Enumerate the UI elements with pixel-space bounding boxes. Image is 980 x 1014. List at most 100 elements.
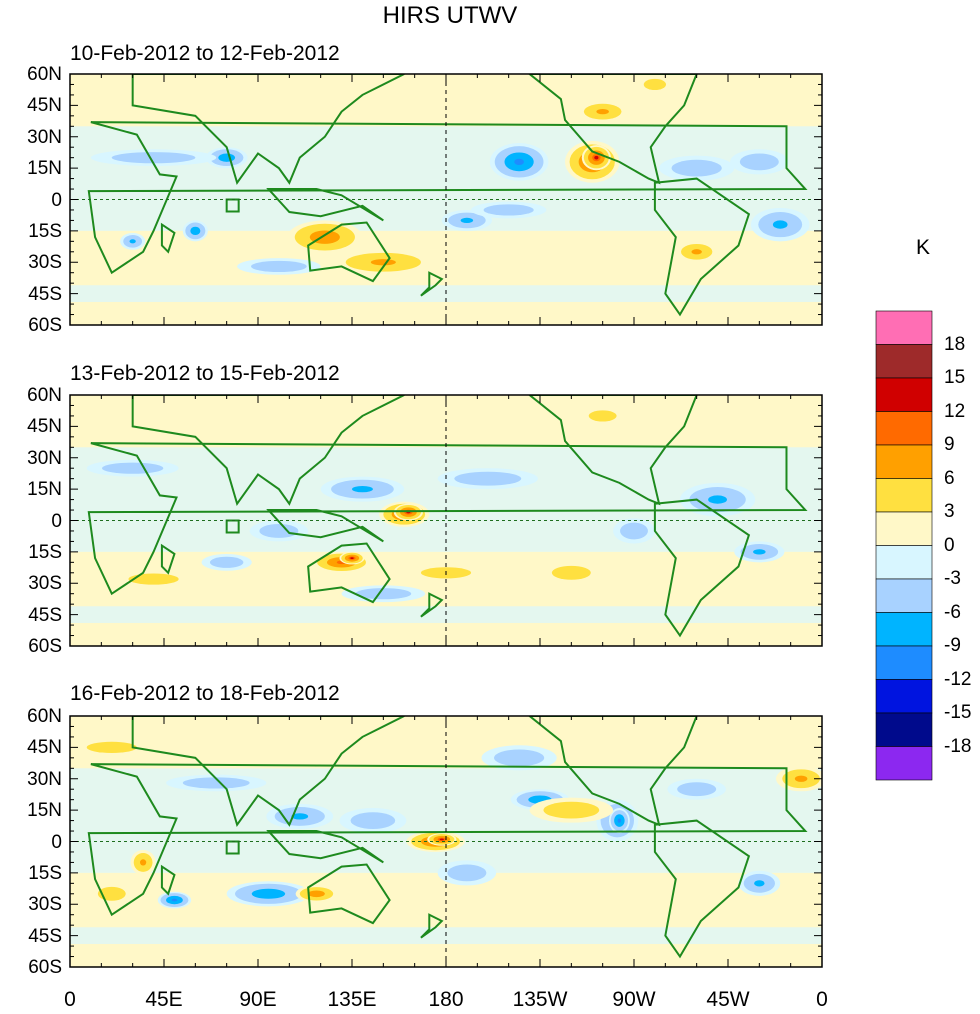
anomaly-contour <box>199 780 233 786</box>
colorbar-swatch <box>875 578 933 613</box>
anomaly-contour <box>260 891 277 897</box>
coastline <box>527 74 698 185</box>
lat-tick-label: 60N <box>27 385 62 406</box>
coastline <box>420 913 444 939</box>
anomaly-contour <box>141 576 167 582</box>
panel-3-title: 16-Feb-2012 to 18-Feb-2012 <box>70 682 340 705</box>
anomaly-contour <box>794 775 808 782</box>
anomaly-contour <box>269 527 289 535</box>
anomaly-contour <box>352 485 373 493</box>
lat-tick-label: 30N <box>27 768 62 790</box>
colorbar-label: -18 <box>944 735 972 757</box>
anomaly-contour <box>595 413 610 419</box>
lat-tick-label: 15N <box>27 800 62 822</box>
coastline <box>420 592 444 618</box>
anomaly-contour <box>471 475 505 483</box>
lat-tick-label: 45S <box>28 604 62 626</box>
colorbar-label: -15 <box>944 702 972 723</box>
anomaly-contour <box>132 154 175 161</box>
anomaly-contour <box>369 590 398 597</box>
coastline <box>87 763 808 917</box>
coastline <box>131 716 405 828</box>
lat-tick-label: 30N <box>27 447 62 469</box>
lat-tick-label: 30S <box>28 573 62 595</box>
anomaly-contour <box>754 880 765 887</box>
anomaly-contour <box>506 753 532 763</box>
lat-tick-label: 0 <box>51 831 62 853</box>
lat-tick-label: 0 <box>51 510 62 532</box>
anomaly-contour <box>561 569 582 577</box>
colorbar-label: -3 <box>944 568 961 589</box>
anomaly-contour <box>291 813 309 820</box>
coastline <box>87 121 808 275</box>
colorbar-label: 6 <box>944 467 955 489</box>
anomaly-contour <box>192 228 198 233</box>
lat-tick-label: 60S <box>28 636 62 657</box>
coastline <box>527 395 698 506</box>
figure-title: HIRS UTWV <box>382 2 518 29</box>
coastline <box>87 442 808 596</box>
anomaly-contour <box>171 898 178 902</box>
anomaly-contour <box>439 838 444 841</box>
anomaly-contour <box>361 816 385 825</box>
lat-tick-label: 45S <box>28 283 62 305</box>
lon-tick-label: 90W <box>612 988 656 1011</box>
anomaly-contour <box>139 859 147 866</box>
map-panel-1 <box>70 74 822 325</box>
colorbar-label: 18 <box>944 333 966 355</box>
lon-tick-label: 180 <box>428 988 464 1011</box>
lat-tick-label: 15N <box>27 158 62 180</box>
anomaly-contour <box>686 785 707 793</box>
coastline <box>131 74 405 186</box>
anomaly-contour <box>312 892 321 896</box>
anomaly-contour <box>264 263 293 270</box>
lat-tick-label: 60S <box>28 315 62 336</box>
colorbar-label: 12 <box>944 400 966 422</box>
anomaly-contour <box>617 818 622 823</box>
colorbar-swatch <box>875 545 933 580</box>
anomaly-contour <box>596 109 609 115</box>
coastline <box>653 498 751 638</box>
anomaly-contour <box>129 239 136 244</box>
panel-1-title: 10-Feb-2012 to 12-Feb-2012 <box>70 42 340 65</box>
colorbar-label: -6 <box>944 601 961 623</box>
colorbar-label: -9 <box>944 635 961 656</box>
anomaly-contour <box>350 557 354 560</box>
anomaly-contour <box>457 868 477 878</box>
colorbar-label: 9 <box>944 434 955 455</box>
coastline <box>266 188 384 222</box>
anomaly-contour <box>753 549 766 555</box>
anomaly-contour <box>117 465 148 471</box>
colorbar-swatch <box>875 612 933 647</box>
colorbar-swatch <box>875 310 933 345</box>
lon-tick-label: 45W <box>706 988 750 1011</box>
anomaly-contour <box>496 207 522 213</box>
lon-tick-label: 135W <box>512 988 568 1011</box>
coastline <box>653 177 751 317</box>
anomaly-contour <box>594 155 599 160</box>
lon-tick-label: 0 <box>816 988 828 1011</box>
lon-tick-label: 0 <box>64 988 76 1011</box>
lat-tick-label: 30N <box>27 126 62 148</box>
colorbar-label: -12 <box>944 668 972 690</box>
colorbar-swatch <box>875 444 933 479</box>
colorbar-swatch <box>875 344 933 379</box>
anomaly-contour <box>684 163 710 173</box>
colorbar-label: 3 <box>944 501 955 522</box>
lat-tick-label: 45S <box>28 925 62 947</box>
anomaly-contour <box>534 797 546 802</box>
anomaly-contour <box>649 81 661 88</box>
lat-tick-label: 30S <box>28 894 62 916</box>
lat-tick-label: 45N <box>27 416 62 438</box>
coastline <box>307 221 391 283</box>
colorbar-swatch <box>875 478 933 513</box>
lat-tick-label: 60S <box>28 957 62 978</box>
coastline <box>160 222 176 254</box>
colorbar-unit: K <box>916 236 931 259</box>
colorbar-swatch <box>875 377 933 412</box>
coastline <box>266 509 384 543</box>
lat-tick-label: 60N <box>27 706 62 727</box>
anomaly-contour <box>99 744 125 751</box>
colorbar-label: 15 <box>944 367 966 388</box>
lat-tick-label: 45N <box>27 95 62 117</box>
